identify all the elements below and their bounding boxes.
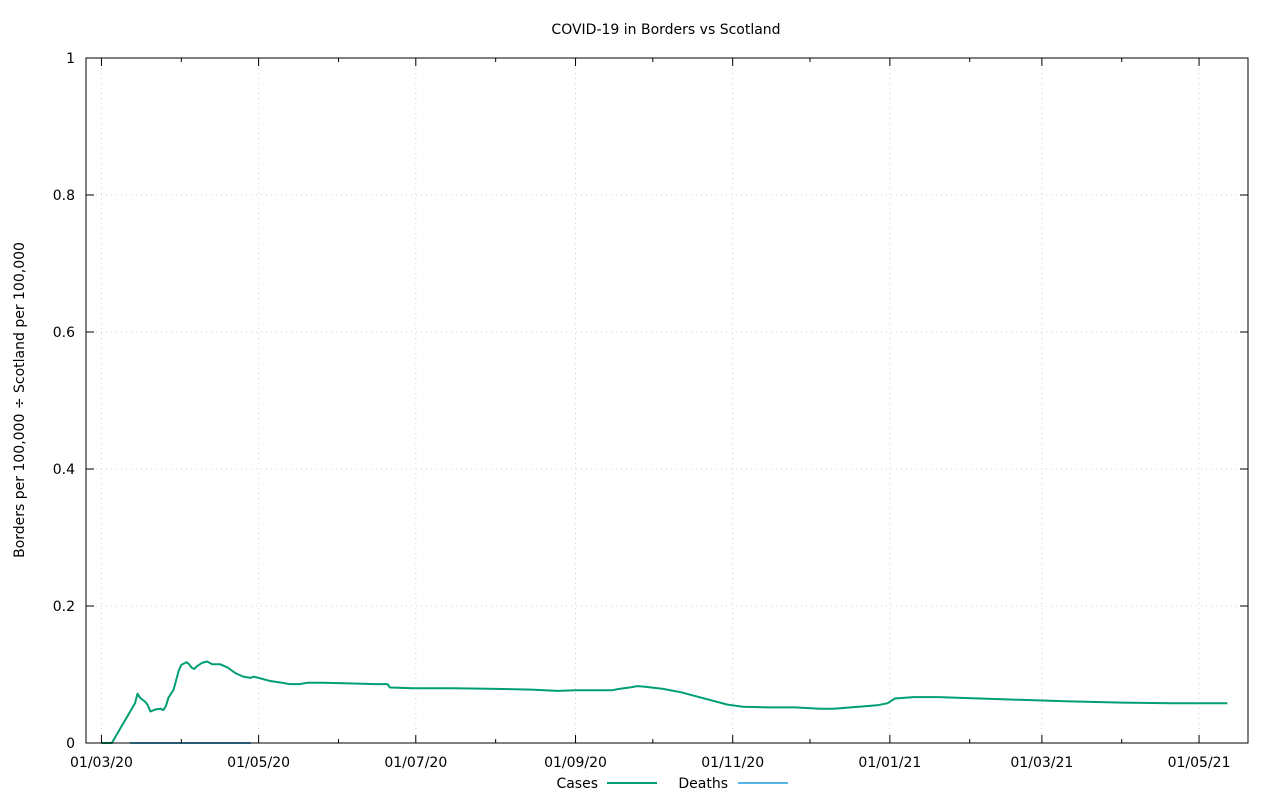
y-tick-label: 1 xyxy=(66,51,75,67)
x-tick-label: 01/05/21 xyxy=(1168,755,1231,771)
x-tick-label: 01/03/21 xyxy=(1010,755,1073,771)
legend: Cases Deaths xyxy=(556,776,788,792)
y-axis-label: Borders per 100,000 ÷ Scotland per 100,0… xyxy=(12,242,28,558)
y-tick-label: 0.4 xyxy=(53,462,75,478)
series-line-cases xyxy=(101,660,1228,744)
x-tick-label: 01/05/20 xyxy=(227,755,290,771)
plot-frame xyxy=(85,57,1249,744)
y-tick-label: 0.6 xyxy=(53,325,75,341)
chart-title: COVID-19 in Borders vs Scotland xyxy=(551,22,780,38)
y-tick-label: 0 xyxy=(66,736,75,752)
series-layer xyxy=(101,660,1228,744)
x-tick-label: 01/01/21 xyxy=(858,755,921,771)
x-tick-label: 01/09/20 xyxy=(544,755,607,771)
y-tick-label: 0.2 xyxy=(53,599,75,615)
grid xyxy=(86,58,1248,743)
x-tick-label: 01/11/20 xyxy=(701,755,764,771)
legend-label-deaths: Deaths xyxy=(678,776,728,792)
x-tick-label: 01/03/20 xyxy=(70,755,133,771)
y-tick-label: 0.8 xyxy=(53,188,75,204)
axis-ticks: 0 0.2 0.4 0.6 0.8 1 01/03/20 01/05/20 01/07/20 01… xyxy=(53,51,1248,771)
legend-label-cases: Cases xyxy=(556,776,598,792)
x-tick-label: 01/07/20 xyxy=(384,755,447,771)
